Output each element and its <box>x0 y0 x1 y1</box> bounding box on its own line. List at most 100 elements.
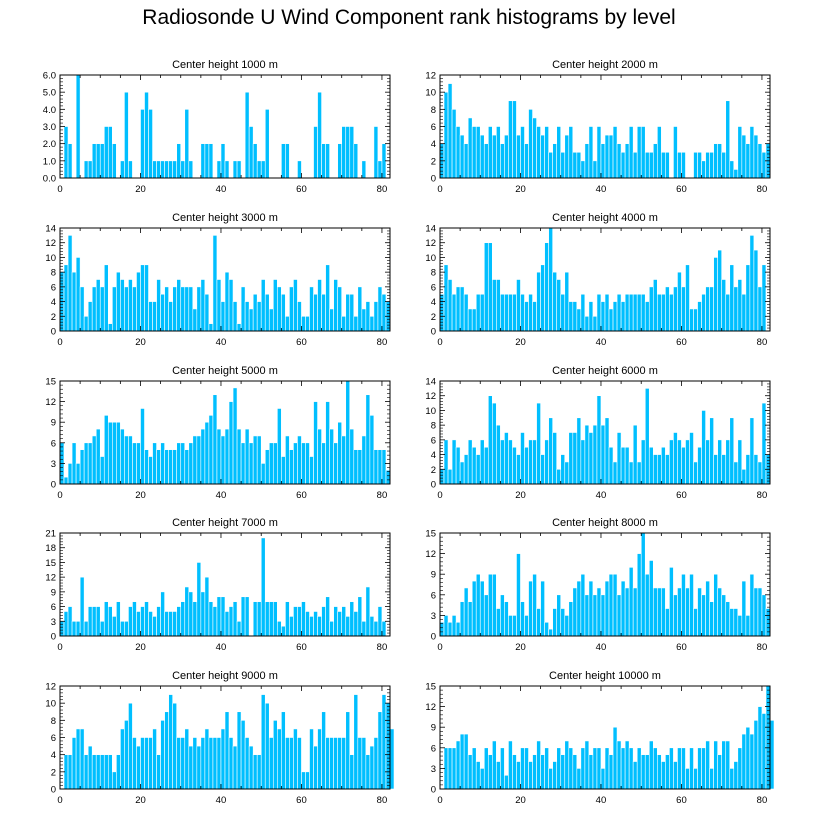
histogram-bar <box>761 402 767 485</box>
histogram-bar <box>644 301 650 332</box>
histogram-bar <box>277 620 282 637</box>
histogram-bar <box>475 293 481 332</box>
histogram-bar <box>63 476 69 485</box>
histogram-bar <box>120 620 125 637</box>
histogram-bar <box>620 580 626 637</box>
histogram-bar <box>463 293 469 332</box>
histogram-bar <box>761 713 767 790</box>
histogram-bar <box>381 449 387 485</box>
histogram-bar <box>644 573 650 637</box>
x-tick-label: 40 <box>596 795 607 806</box>
histogram-bar <box>361 737 367 790</box>
x-tick-label: 40 <box>216 490 227 501</box>
histogram-bar <box>467 754 473 790</box>
y-tick-label: 12 <box>45 573 56 584</box>
histogram-bar <box>95 143 101 179</box>
histogram-bar <box>220 435 226 485</box>
histogram-bar <box>564 740 570 790</box>
histogram-bar <box>256 435 262 485</box>
histogram-bar <box>120 279 125 332</box>
histogram-bar <box>168 160 173 179</box>
histogram-bar <box>737 439 743 485</box>
histogram-bar <box>487 573 493 637</box>
y-tick-label: 2 <box>431 465 436 476</box>
histogram-bar <box>463 143 469 179</box>
histogram-bar <box>689 573 694 637</box>
x-tick-label: 60 <box>676 184 687 195</box>
histogram-bar <box>317 279 322 332</box>
histogram-bar <box>769 720 775 790</box>
histogram-bar <box>697 151 702 179</box>
histogram-bar <box>636 747 642 790</box>
histogram-bar <box>168 301 173 332</box>
y-tick-label: 2.0 <box>43 139 56 150</box>
histogram-bar <box>540 754 545 790</box>
histogram-bar <box>192 435 198 485</box>
histogram-bar <box>673 286 678 332</box>
histogram-bar <box>333 442 338 485</box>
histogram-bar <box>256 301 262 332</box>
x-tick-label: 80 <box>377 184 388 195</box>
histogram-bar <box>580 293 586 332</box>
histogram-panel: Center height 7000 m 0 20 40 60 80 0 3 6 9 12 15 18 2… <box>45 517 391 653</box>
histogram-bar <box>172 286 177 332</box>
histogram-bar <box>487 754 493 790</box>
histogram-bar <box>99 754 105 790</box>
histogram-bar <box>701 160 706 179</box>
histogram-bar <box>232 387 238 485</box>
histogram-bar <box>628 293 634 332</box>
y-tick-label: 8 <box>51 268 56 279</box>
histogram-bar <box>612 573 618 637</box>
histogram-bar <box>536 608 541 637</box>
y-tick-label: 12 <box>425 549 436 560</box>
y-tick-label: 15 <box>45 558 56 569</box>
histogram-bar <box>620 446 626 485</box>
histogram-bar <box>196 435 202 485</box>
histogram-bar <box>289 286 294 332</box>
histogram-bar <box>160 442 165 485</box>
histogram-bar <box>204 293 210 332</box>
histogram-bar <box>349 126 355 179</box>
histogram-bar <box>463 454 469 485</box>
histogram-bar <box>293 442 298 485</box>
histogram-bar <box>224 428 230 485</box>
y-tick-label: 10 <box>425 253 436 264</box>
histogram-bar <box>508 740 513 790</box>
y-tick-label: 2 <box>431 156 436 167</box>
histogram-bar <box>737 747 743 790</box>
x-tick-label: 20 <box>135 184 146 195</box>
histogram-bar <box>512 754 517 790</box>
histogram-bar <box>188 160 194 179</box>
histogram-bar <box>144 449 149 485</box>
histogram-bar <box>459 286 465 332</box>
histogram-bar <box>365 586 371 637</box>
histogram-bar <box>733 286 739 332</box>
histogram-bar <box>463 587 469 637</box>
histogram-bar <box>365 301 371 332</box>
histogram-bar <box>248 126 254 179</box>
histogram-bar <box>475 126 481 179</box>
histogram-bar <box>552 143 557 179</box>
histogram-bar <box>741 134 747 179</box>
histogram-bar <box>180 601 186 637</box>
histogram-bar <box>644 388 650 485</box>
histogram-bar <box>584 143 590 179</box>
histogram-bar <box>677 151 682 179</box>
histogram-bar <box>357 737 363 790</box>
histogram-bar <box>99 143 105 179</box>
histogram-bar <box>544 621 549 637</box>
histogram-bar <box>669 567 674 637</box>
histogram-bar <box>172 611 177 637</box>
histogram-bar <box>353 449 359 485</box>
y-tick-label: 8 <box>431 421 436 432</box>
histogram-bar <box>644 754 650 790</box>
histogram-bar <box>475 573 481 637</box>
histogram-bar <box>353 694 359 790</box>
histogram-bar <box>447 747 453 790</box>
histogram-bar <box>636 293 642 332</box>
histogram-bar <box>588 754 594 790</box>
y-tick-label: 0 <box>431 480 436 491</box>
histogram-bar <box>87 606 93 637</box>
histogram-bar <box>216 737 222 790</box>
histogram-bar <box>572 151 578 179</box>
